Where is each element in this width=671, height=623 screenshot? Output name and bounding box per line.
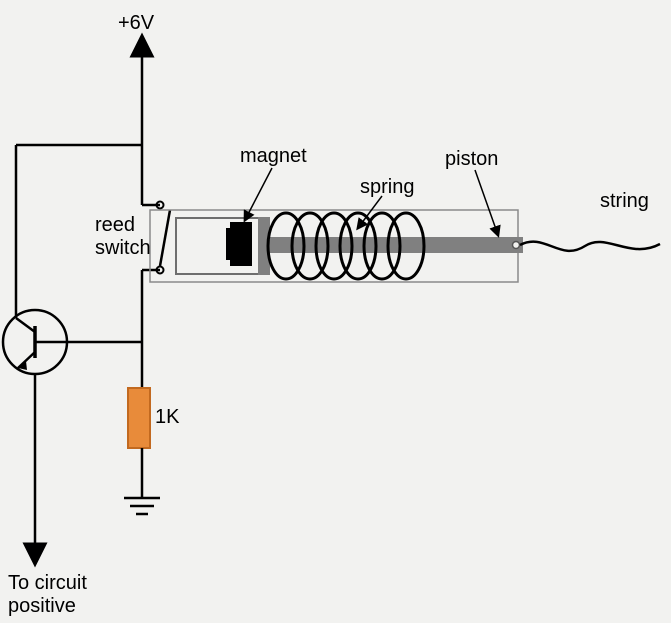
string-line [520,242,660,251]
label-voltage: +6V [118,12,154,35]
reed-switch-symbol [157,202,171,274]
label-spring: spring [360,176,414,199]
circuit-svg [0,0,671,623]
transistor-symbol [3,310,67,374]
label-resistor-value: 1K [155,406,179,429]
label-reed-switch: reed switch [95,214,151,260]
resistor-1k [128,388,150,448]
label-magnet: magnet [240,145,307,168]
label-piston: piston [445,148,498,171]
label-string: string [600,190,649,213]
magnet-block [230,222,252,266]
ground-symbol [124,498,160,514]
plunger-body [176,218,266,274]
leader-magnet [245,168,272,220]
label-to-circuit-positive: To circuit positive [8,572,87,618]
leader-piston [475,170,498,235]
